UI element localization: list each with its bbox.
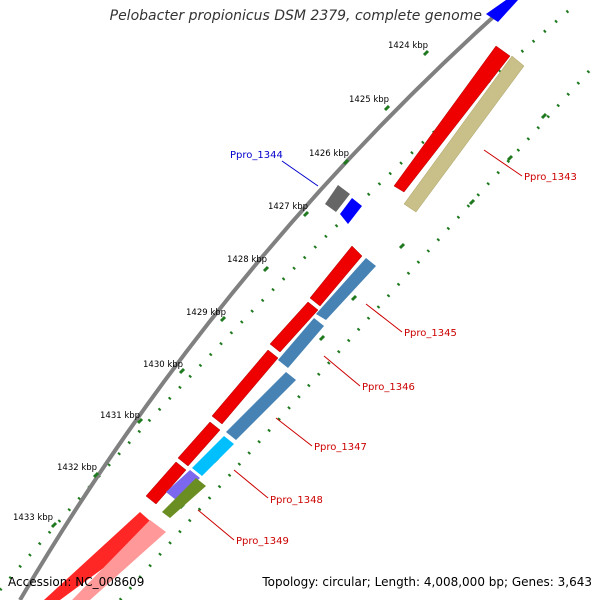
tick-label-1429: 1429 kbp bbox=[186, 308, 226, 318]
gene-label-ppro-1349[interactable]: Ppro_1349 bbox=[236, 536, 289, 547]
cds-ppro-1349[interactable] bbox=[145, 461, 187, 505]
leader-ppro-1345 bbox=[365, 303, 403, 333]
cds-ppro-1344[interactable] bbox=[340, 198, 362, 224]
tick-label-1432: 1432 kbp bbox=[57, 463, 97, 473]
gene-label-ppro-1347[interactable]: Ppro_1347 bbox=[314, 442, 367, 453]
cds-lower[interactable] bbox=[44, 512, 158, 600]
cds-ppro-1348[interactable] bbox=[177, 421, 221, 467]
leader-ppro-1343 bbox=[483, 149, 523, 177]
leader-ppro-1346 bbox=[323, 355, 361, 387]
inner-scale-dots bbox=[118, 68, 592, 600]
tick-label-1430: 1430 kbp bbox=[143, 360, 183, 370]
feature-ppro-1348[interactable] bbox=[192, 436, 234, 476]
tick-label-1424: 1424 kbp bbox=[388, 41, 428, 51]
feature-ppro-1347[interactable] bbox=[226, 372, 296, 440]
gene-label-ppro-1343[interactable]: Ppro_1343 bbox=[524, 172, 577, 183]
leader-ppro-1347 bbox=[275, 417, 313, 447]
tick-label-1427: 1427 kbp bbox=[268, 202, 308, 212]
feature-ppro-1349[interactable] bbox=[162, 478, 206, 518]
tick-label-1428: 1428 kbp bbox=[227, 255, 267, 265]
tick-label-1425: 1425 kbp bbox=[349, 95, 389, 105]
cds-ppro-1345[interactable] bbox=[309, 245, 363, 307]
outer-scale-dots bbox=[0, 3, 576, 591]
tick-label-1426: 1426 kbp bbox=[309, 149, 349, 159]
topology-summary: Topology: circular; Length: 4,008,000 bp… bbox=[262, 575, 592, 589]
backbone bbox=[18, 0, 514, 600]
feature-ppro-1348b[interactable] bbox=[166, 470, 200, 500]
feature-lower-pink[interactable] bbox=[72, 520, 166, 600]
leader-ppro-1348 bbox=[233, 469, 269, 499]
gene-label-ppro-1344[interactable]: Ppro_1344 bbox=[230, 150, 283, 161]
feature-ppro-1346[interactable] bbox=[278, 318, 324, 368]
tick-label-1433: 1433 kbp bbox=[13, 513, 53, 523]
feature-top-blue[interactable] bbox=[486, 0, 518, 22]
leader-ppro-1349 bbox=[197, 509, 235, 541]
cds-ppro-1347[interactable] bbox=[211, 349, 279, 425]
map-title: Pelobacter propionicus DSM 2379, complet… bbox=[109, 8, 482, 24]
accession-text: Accession: NC_008609 bbox=[8, 575, 145, 589]
gene-label-ppro-1345[interactable]: Ppro_1345 bbox=[404, 328, 457, 339]
gene-label-ppro-1348[interactable]: Ppro_1348 bbox=[270, 495, 323, 506]
gene-label-ppro-1346[interactable]: Ppro_1346 bbox=[362, 382, 415, 393]
tick-label-1431: 1431 kbp bbox=[100, 411, 140, 421]
cds-ppro-1343[interactable] bbox=[393, 45, 511, 193]
gene-ppro-1343[interactable] bbox=[403, 55, 525, 213]
cds-ppro-1346[interactable] bbox=[269, 301, 319, 353]
gene-ppro-1344[interactable] bbox=[325, 185, 350, 212]
leader-ppro-1344 bbox=[281, 160, 319, 187]
feature-ppro-1345[interactable] bbox=[316, 258, 376, 320]
